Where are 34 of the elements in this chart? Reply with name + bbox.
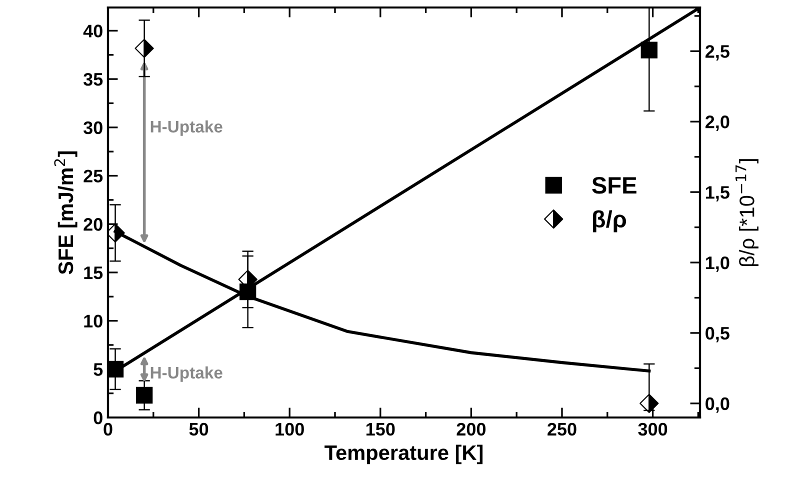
y-tick-label: 10 (84, 314, 102, 328)
point (640, 42, 658, 58)
y-tick-label: 20 (84, 218, 102, 231)
point (134, 38, 154, 58)
y2-axis-title: β/ρ [*10$^{−17}$] (736, 159, 758, 266)
point (108, 360, 124, 378)
y-tick-label: 25 (84, 170, 103, 182)
legend-label: β/ρ (593, 210, 626, 232)
y-tick-label: 15 (84, 266, 103, 280)
y-tick-label: 40 (83, 24, 102, 38)
y2-tick-label: 0,0 (706, 397, 730, 413)
y-axis-title: SFE [mJ/m$^{2}$] (54, 151, 78, 274)
y2-tick-label: 0,5 (706, 326, 730, 342)
annotation: H-Uptake (150, 120, 222, 136)
x-tick-label: 50 (189, 422, 208, 436)
y2-tick-label: 1,5 (706, 186, 730, 202)
point (136, 386, 153, 404)
y2-tick-label: 1,0 (706, 256, 730, 272)
y-tick-label: 0 (94, 411, 102, 424)
y2-tick-label: 2,5 (705, 45, 730, 61)
y-tick-label: 5 (94, 363, 103, 376)
y-tick-label: 35 (83, 72, 103, 86)
y2-tick-label: 2,0 (705, 116, 730, 131)
x-tick-label: 100 (276, 422, 304, 436)
x-tick-label: 250 (548, 422, 576, 436)
x-axis-title: Temperature [K] (324, 444, 483, 464)
annotation: H-Uptake (150, 366, 222, 382)
x-tick-label: 200 (456, 422, 486, 436)
point (640, 394, 659, 413)
x-tick-label: 300 (638, 422, 668, 436)
legend-label: SFE (592, 177, 636, 194)
x-tick-label: 150 (366, 422, 395, 436)
y-tick-label: 30 (83, 121, 102, 134)
x-tick-label: 0 (104, 422, 112, 436)
